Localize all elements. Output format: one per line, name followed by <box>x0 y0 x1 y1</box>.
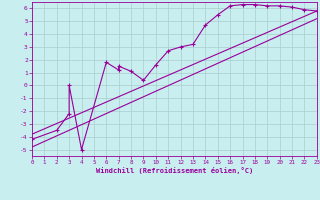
X-axis label: Windchill (Refroidissement éolien,°C): Windchill (Refroidissement éolien,°C) <box>96 167 253 174</box>
